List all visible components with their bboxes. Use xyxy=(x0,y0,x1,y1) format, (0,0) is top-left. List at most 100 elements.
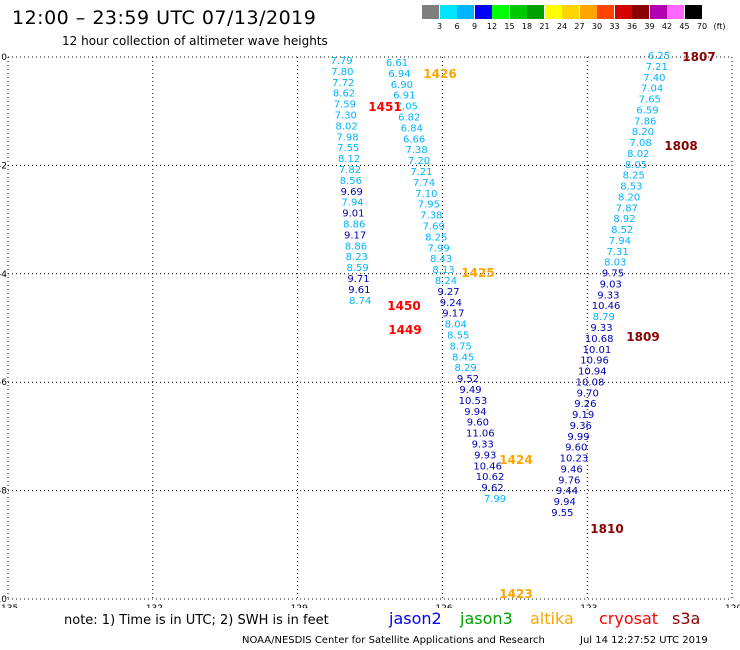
wave-height-label: 8.03 xyxy=(604,258,626,269)
pass-time-label: 1450 xyxy=(387,299,420,313)
legend-altika: altika xyxy=(530,609,574,628)
x-tick-label: -135 xyxy=(0,604,18,608)
wave-height-label: 11.06 xyxy=(466,429,495,440)
wave-height-label: 8.20 xyxy=(632,127,654,138)
wave-height-label: 8.05 xyxy=(625,160,647,171)
wave-height-label: 7.08 xyxy=(629,138,651,149)
map-title: 12:00 – 23:59 UTC 07/13/2019 xyxy=(12,7,317,29)
wave-height-label: 9.70 xyxy=(577,388,599,399)
wave-height-label: 8.53 xyxy=(620,182,642,193)
wave-height-label: 10.62 xyxy=(476,472,505,483)
wave-height-label: 8.29 xyxy=(454,363,476,374)
wave-height-label: 8.75 xyxy=(450,341,472,352)
colorbar-label: 3 xyxy=(436,22,443,31)
colorbar-swatch xyxy=(422,5,439,19)
wave-height-label: 7.30 xyxy=(335,111,357,122)
wave-height-label: 9.60 xyxy=(565,443,587,454)
y-tick-label: -4 xyxy=(0,270,7,280)
wave-height-label: 9.69 xyxy=(341,187,363,198)
wave-height-label: 9.46 xyxy=(560,464,582,475)
colorbar-label: 18 xyxy=(521,22,533,31)
pass-time-label: 1808 xyxy=(664,139,697,153)
colorbar-swatch xyxy=(684,5,702,19)
colorbar-label: 15 xyxy=(504,22,515,31)
wave-height-label: 8.56 xyxy=(340,176,362,187)
colorbar-label: 42 xyxy=(661,22,673,31)
wave-height-label: 8.62 xyxy=(333,89,355,100)
wave-height-label: 10.46 xyxy=(592,301,621,312)
colorbar-label: 24 xyxy=(556,22,568,31)
wave-height-label: 9.17 xyxy=(442,309,464,320)
wave-height-label: 8.13 xyxy=(432,265,454,276)
pass-time-label: 1451 xyxy=(368,100,401,114)
wave-height-label: 7.87 xyxy=(616,203,638,214)
pass-time-label: 1449 xyxy=(388,323,421,337)
wave-height-label: 8.74 xyxy=(349,296,371,307)
wave-height-label: 6.94 xyxy=(388,69,410,80)
colorbar-swatch xyxy=(527,5,544,19)
y-tick-label: 0 xyxy=(1,53,7,63)
wave-height-label: 6.66 xyxy=(403,134,425,145)
colorbar-label: 21 xyxy=(539,22,550,31)
colorbar-swatch xyxy=(597,5,614,19)
wave-height-label: 9.62 xyxy=(481,483,503,494)
wave-height-label: 9.52 xyxy=(457,374,479,385)
colorbar-swatch xyxy=(649,5,667,19)
wave-height-label: 8.24 xyxy=(435,276,457,287)
credit: NOAA/NESDIS Center for Satellite Applica… xyxy=(242,635,545,646)
wave-height-label: 6.91 xyxy=(393,91,415,102)
x-tick-label: -126 xyxy=(432,604,453,608)
wave-height-label: 6.25 xyxy=(648,51,670,62)
wave-height-label: 9.75 xyxy=(602,269,624,280)
generated-timestamp: Jul 14 12:27:52 UTC 2019 xyxy=(580,635,708,646)
wave-height-label: 9.17 xyxy=(344,230,366,241)
wave-height-label: 8.25 xyxy=(425,232,447,243)
x-tick-label: -123 xyxy=(577,604,597,608)
wave-height-label: 8.02 xyxy=(335,121,357,132)
colorbar-swatch xyxy=(474,5,492,19)
y-tick-label: -6 xyxy=(0,378,7,388)
colorbar-swatch xyxy=(544,5,562,19)
wave-height-label: 7.20 xyxy=(408,156,430,167)
wave-height-label: 9.24 xyxy=(440,298,462,309)
wave-height-label: 9.26 xyxy=(574,399,596,410)
wave-height-label: 7.38 xyxy=(420,211,442,222)
wave-height-label: 8.25 xyxy=(623,171,645,182)
wave-height-label: 7.79 xyxy=(330,56,352,67)
wave-height-label: 7.55 xyxy=(337,143,359,154)
wave-height-label: 9.94 xyxy=(464,407,486,418)
wave-height-label: 9.49 xyxy=(459,385,481,396)
colorbar-swatch xyxy=(509,5,527,19)
wave-height-label: 6.61 xyxy=(386,58,408,69)
wave-height-label: 7.94 xyxy=(609,236,631,247)
colorbar-swatch xyxy=(614,5,632,19)
wave-height-label: 9.99 xyxy=(567,432,589,443)
y-tick-label: -2 xyxy=(0,161,7,171)
wave-height-label: 8.86 xyxy=(343,220,365,231)
pass-time-label: 1424 xyxy=(499,453,532,467)
wave-height-label: 9.93 xyxy=(474,450,496,461)
legend-s3a: s3a xyxy=(672,609,701,628)
wave-height-label: 7.74 xyxy=(413,178,435,189)
wave-height-label: 7.38 xyxy=(405,145,427,156)
wave-height-label: 9.27 xyxy=(437,287,459,298)
colorbar-swatch xyxy=(562,5,579,19)
wave-height-label: 7.82 xyxy=(339,165,361,176)
wave-height-label: 9.94 xyxy=(554,497,576,508)
footer: note: 1) Time is in UTC; 2) SWH is in fe… xyxy=(0,608,740,650)
wave-height-label: 7.21 xyxy=(410,167,432,178)
wave-height-label: 7.10 xyxy=(415,189,437,200)
wave-height-label: 7.04 xyxy=(641,84,663,95)
y-tick-label: -10 xyxy=(0,595,7,605)
wave-height-label: 7.59 xyxy=(334,100,356,111)
wave-height-label: 7.31 xyxy=(606,247,628,258)
colorbar-label: 36 xyxy=(626,22,638,31)
wave-height-label: 9.33 xyxy=(590,323,612,334)
pass-time-label: 1426 xyxy=(423,67,456,81)
pass-layer: 1807 1808 1809 1810 1426 1425 1424 1423 1451 1450… xyxy=(368,50,715,601)
wave-height-label: 10.46 xyxy=(473,461,502,472)
wave-height-label: 10.23 xyxy=(560,454,589,465)
legend-jason3: jason3 xyxy=(460,609,513,628)
pass-time-label: 1807 xyxy=(682,50,715,64)
wave-height-label: 7.86 xyxy=(634,116,656,127)
